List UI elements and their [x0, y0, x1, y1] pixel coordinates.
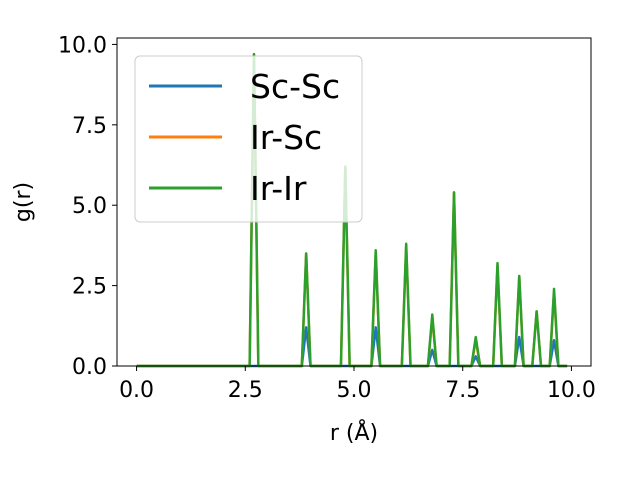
y-tick-label: 10.0 — [58, 33, 107, 58]
x-tick-label: 0.0 — [119, 378, 154, 403]
x-tick-label: 10.0 — [547, 378, 596, 403]
x-axis: 0.0 2.5 5.0 7.5 10.0 — [119, 366, 596, 403]
y-tick-label: 2.5 — [72, 275, 107, 300]
x-axis-label: r (Å) — [330, 419, 378, 446]
x-tick-label: 2.5 — [228, 378, 263, 403]
legend-label-sc-sc: Sc-Sc — [250, 67, 340, 106]
y-axis-label: g(r) — [11, 182, 36, 222]
x-tick-label: 7.5 — [445, 378, 480, 403]
y-tick-label: 5.0 — [72, 194, 107, 219]
x-tick-label: 5.0 — [337, 378, 372, 403]
y-axis: 0.0 2.5 5.0 7.5 10.0 — [58, 33, 117, 380]
y-tick-label: 0.0 — [72, 355, 107, 380]
legend-label-ir-sc: Ir-Sc — [250, 118, 322, 157]
legend: Sc-Sc Ir-Sc Ir-Ir — [134, 55, 363, 223]
legend-label-ir-ir: Ir-Ir — [250, 169, 307, 208]
legend-box — [134, 55, 363, 223]
y-tick-label: 7.5 — [72, 114, 107, 139]
